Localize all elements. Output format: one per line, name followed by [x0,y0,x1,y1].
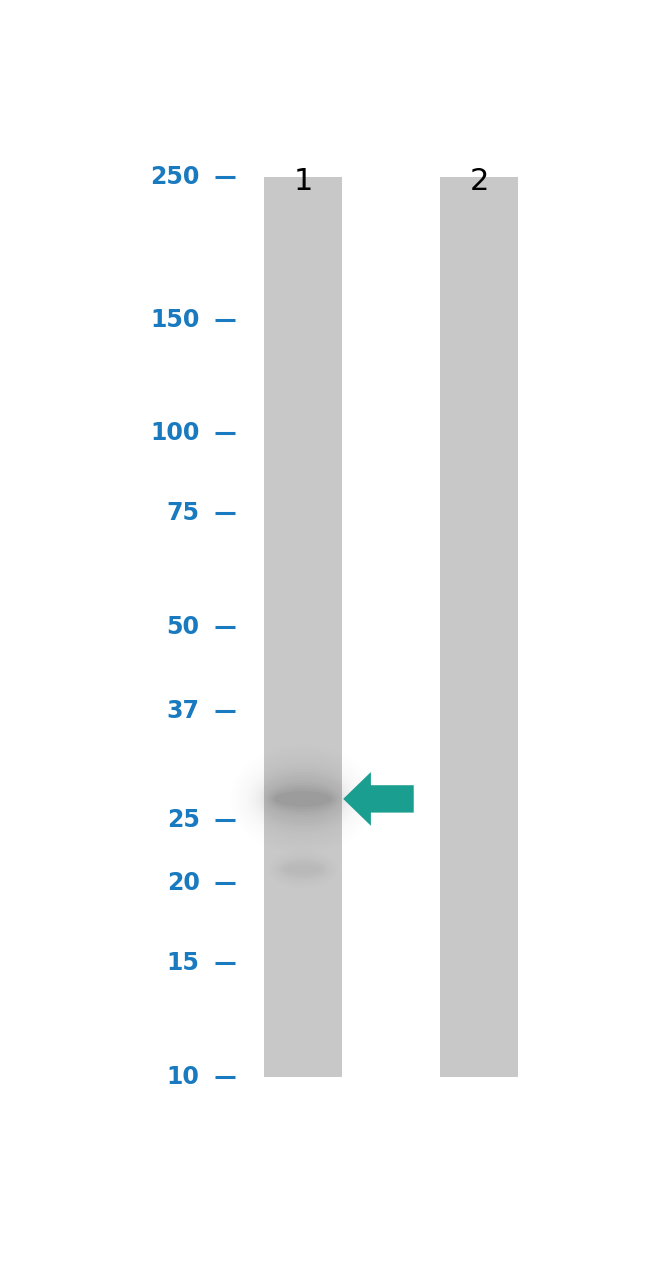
Text: 37: 37 [166,698,200,723]
FancyArrow shape [343,772,414,826]
Bar [440,177,518,1077]
Text: 2: 2 [469,168,489,197]
Text: 75: 75 [166,502,200,526]
Bar [264,177,342,1077]
Text: 150: 150 [150,307,200,331]
Text: 20: 20 [167,871,200,895]
Text: 15: 15 [167,951,200,975]
Text: 1: 1 [293,168,313,197]
Text: 250: 250 [150,165,200,189]
Text: 50: 50 [166,615,200,639]
Text: 25: 25 [167,809,200,832]
Text: 100: 100 [150,420,200,444]
Text: 10: 10 [167,1064,200,1088]
